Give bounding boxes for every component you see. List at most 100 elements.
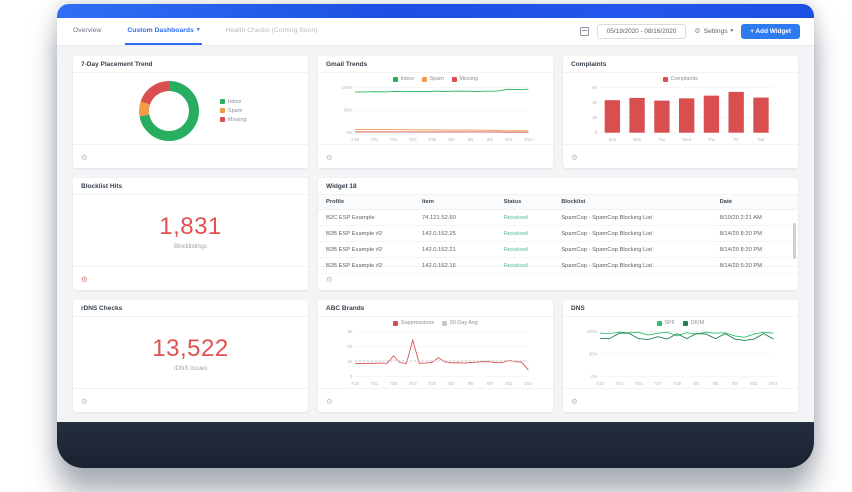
chevron-down-icon: ▾ — [196, 26, 200, 33]
svg-text:Wed: Wed — [682, 137, 691, 142]
svg-text:8/5: 8/5 — [467, 381, 473, 386]
table-row[interactable]: B2B ESP Example #2 142.0.162.21 Resolved Sp… — [318, 241, 798, 258]
table-header-cell[interactable]: Profile — [318, 195, 414, 210]
settings-button[interactable]: ⚙ Settings ▾ — [694, 28, 733, 35]
navbar: Overview Custom Dashboards ▾ Health Chec… — [57, 18, 814, 46]
card-placement-trend: 7-Day Placement Trend Inbox Spam Missing ⚙ — [73, 56, 308, 168]
placement-card-body: Inbox Spam Missing — [73, 73, 308, 144]
svg-text:7/18: 7/18 — [350, 137, 359, 142]
legend-item: Inbox — [393, 76, 414, 82]
card-gmail-trends: Gmail Trends Inbox Spam Missing 100% 50% 0% 7/… — [318, 56, 553, 168]
tab-overview[interactable]: Overview — [73, 27, 102, 34]
svg-text:8/8: 8/8 — [486, 381, 492, 386]
table-header-cell[interactable]: Status — [495, 195, 554, 210]
legend-item: SPF — [656, 320, 675, 326]
svg-text:100%: 100% — [341, 85, 352, 90]
gear-icon[interactable]: ⚙ — [81, 153, 88, 162]
svg-text:1K: 1K — [347, 359, 352, 364]
add-widget-button[interactable]: + Add Widget — [741, 24, 800, 39]
svg-text:Thu: Thu — [707, 137, 715, 142]
blocklist-table: Profile Item Status Blocklist Date B2C ESP E… — [318, 195, 798, 274]
table-cell: 8/14/20 5:20 PM — [711, 257, 798, 274]
gear-icon[interactable]: ⚙ — [571, 153, 578, 162]
top-accent-bar — [57, 4, 814, 18]
table-scrollbar[interactable] — [793, 223, 796, 259]
gmail-trends-chart: Inbox Spam Missing 100% 50% 0% 7/18 7/21 7/24 7/2… — [324, 74, 547, 144]
abc-brands-chart: Suppressions 30 Day Avg 3K 2K 1K 0 7/18 7/21 7/2… — [324, 318, 547, 388]
table-cell: B2B ESP Example #2 — [318, 225, 414, 242]
card-title: Gmail Trends — [318, 56, 553, 73]
table-cell: B2B ESP Example #2 — [318, 257, 414, 274]
table-cell: SpamCop - SpamCop Blocking List — [553, 209, 712, 226]
settings-label: Settings — [703, 28, 728, 35]
card-title: Complaints — [563, 56, 798, 73]
chart-legend: Suppressions 30 Day Avg — [393, 318, 478, 327]
gear-icon[interactable]: ⚙ — [81, 275, 88, 284]
date-range-input[interactable]: 05/19/2020 - 08/16/2020 — [596, 24, 687, 39]
gear-icon[interactable]: ⚙ — [571, 397, 578, 406]
svg-text:2K: 2K — [592, 115, 597, 120]
table-row[interactable]: B2C ESP Example 74.121.52.60 Resolved SpamC… — [318, 209, 798, 226]
card-title: Blocklist Hits — [73, 178, 308, 195]
card-footer: ⚙ — [563, 144, 798, 168]
svg-text:7/21: 7/21 — [370, 381, 379, 386]
table-row[interactable]: B2B ESP Example #2 142.0.162.25 Resolved Sp… — [318, 225, 798, 242]
widget18-card-body: Profile Item Status Blocklist Date B2C ESP E… — [318, 195, 798, 274]
table-cell: 142.0.162.25 — [414, 225, 496, 242]
svg-text:7/21: 7/21 — [370, 137, 379, 142]
table-cell: 8/14/20 8:20 PM — [711, 241, 798, 258]
chart-legend: SPF DKIM — [656, 318, 704, 327]
gear-icon[interactable]: ⚙ — [81, 397, 88, 406]
table-cell: 74.121.52.60 — [414, 209, 496, 226]
card-footer: ⚙ — [73, 144, 308, 168]
svg-text:7/18: 7/18 — [350, 381, 359, 386]
svg-text:8/11: 8/11 — [505, 381, 513, 386]
complaints-card-body: Complaints 6K 4K 2K 0 Sun Mon Tue Wed Thu Fri Sat — [563, 73, 798, 144]
legend-item: Missing — [451, 76, 478, 82]
table-row[interactable]: B2B ESP Example #2 142.0.162.16 Resolved Sp… — [318, 257, 798, 274]
legend-item: Missing — [220, 117, 247, 123]
card-footer: ⚙ — [318, 144, 553, 168]
svg-text:8/2: 8/2 — [693, 381, 699, 386]
calendar-icon[interactable] — [579, 27, 589, 36]
svg-text:7/24: 7/24 — [389, 137, 398, 142]
table-cell: SpamCop - SpamCop Blocking List — [553, 241, 712, 258]
legend-item: Spam — [421, 76, 444, 82]
dns-card-body: SPF DKIM 100% 50% 0% 7/18 7/21 7/24 7/27 7/30 8/2 8… — [563, 317, 798, 388]
card-footer: ⚙ — [73, 266, 308, 290]
table-cell: B2B ESP Example #2 — [318, 241, 414, 258]
table-cell: Resolved — [495, 209, 554, 226]
table-header-cell[interactable]: Item — [414, 195, 496, 210]
card-title: DNS — [563, 300, 798, 317]
svg-text:7/30: 7/30 — [427, 381, 436, 386]
app-window: Overview Custom Dashboards ▾ Health Chec… — [57, 4, 814, 468]
card-footer: ⚙ — [563, 388, 798, 412]
dashboard-grid: 7-Day Placement Trend Inbox Spam Missing ⚙… — [57, 46, 814, 422]
gear-icon[interactable]: ⚙ — [326, 275, 333, 284]
svg-text:7/27: 7/27 — [408, 137, 417, 142]
table-header-cell[interactable]: Blocklist — [553, 195, 712, 210]
card-complaints: Complaints Complaints 6K 4K 2K 0 Sun Mon Tue Wed… — [563, 56, 798, 168]
placement-donut-chart: Inbox Spam Missing — [79, 74, 302, 144]
table-cell: 142.0.162.16 — [414, 257, 496, 274]
svg-text:2K: 2K — [347, 344, 352, 349]
svg-text:50%: 50% — [588, 352, 597, 357]
table-header-cell[interactable]: Date — [711, 195, 798, 210]
blocklist-hits-subtitle: Blocklistings — [173, 243, 207, 250]
rdns-checks-value: 13,522 — [152, 334, 229, 362]
tab-health-checks[interactable]: Health Checks (Coming Soon) — [225, 27, 318, 34]
svg-text:7/30: 7/30 — [672, 381, 681, 386]
svg-text:8/14: 8/14 — [769, 381, 778, 386]
table-cell: B2C ESP Example — [318, 209, 414, 226]
legend-item: DKIM — [682, 320, 704, 326]
gear-icon[interactable]: ⚙ — [326, 153, 333, 162]
card-title: ABC Brands — [318, 300, 553, 317]
svg-text:Sat: Sat — [757, 137, 764, 142]
legend-item: Complaints — [662, 76, 698, 82]
svg-text:8/8: 8/8 — [486, 137, 492, 142]
gear-icon[interactable]: ⚙ — [326, 397, 333, 406]
dns-chart: SPF DKIM 100% 50% 0% 7/18 7/21 7/24 7/27 7/30 8/2 8… — [569, 318, 792, 388]
svg-text:8/2: 8/2 — [448, 137, 454, 142]
tab-custom-dashboards[interactable]: Custom Dashboards ▾ — [125, 18, 202, 45]
svg-text:8/14: 8/14 — [524, 381, 533, 386]
